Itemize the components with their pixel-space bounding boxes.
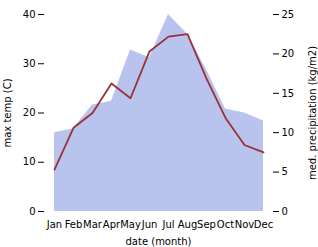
- svg-text:0: 0: [29, 206, 35, 217]
- svg-text:Jan: Jan: [46, 219, 62, 230]
- svg-text:Mar: Mar: [83, 219, 103, 230]
- svg-text:25: 25: [282, 9, 295, 20]
- svg-text:0: 0: [282, 206, 288, 217]
- svg-text:max temp (C): max temp (C): [2, 78, 13, 147]
- svg-text:10: 10: [23, 156, 36, 167]
- svg-text:Sep: Sep: [197, 219, 216, 230]
- svg-text:Jun: Jun: [141, 219, 158, 230]
- svg-text:40: 40: [23, 9, 36, 20]
- svg-text:Dec: Dec: [254, 219, 273, 230]
- svg-text:Oct: Oct: [217, 219, 234, 230]
- svg-text:5: 5: [282, 166, 288, 177]
- svg-text:Feb: Feb: [65, 219, 83, 230]
- svg-text:20: 20: [282, 48, 295, 59]
- svg-text:Jul: Jul: [161, 219, 174, 230]
- svg-text:Nov: Nov: [235, 219, 255, 230]
- svg-text:date (month): date (month): [126, 236, 192, 247]
- svg-text:20: 20: [23, 107, 36, 118]
- svg-text:30: 30: [23, 58, 36, 69]
- svg-text:Apr: Apr: [103, 219, 121, 230]
- svg-text:Aug: Aug: [178, 219, 198, 230]
- svg-text:10: 10: [282, 127, 295, 138]
- svg-text:May: May: [120, 219, 141, 230]
- svg-text:15: 15: [282, 88, 295, 99]
- svg-text:med. precipitation (kg/m2): med. precipitation (kg/m2): [307, 46, 318, 180]
